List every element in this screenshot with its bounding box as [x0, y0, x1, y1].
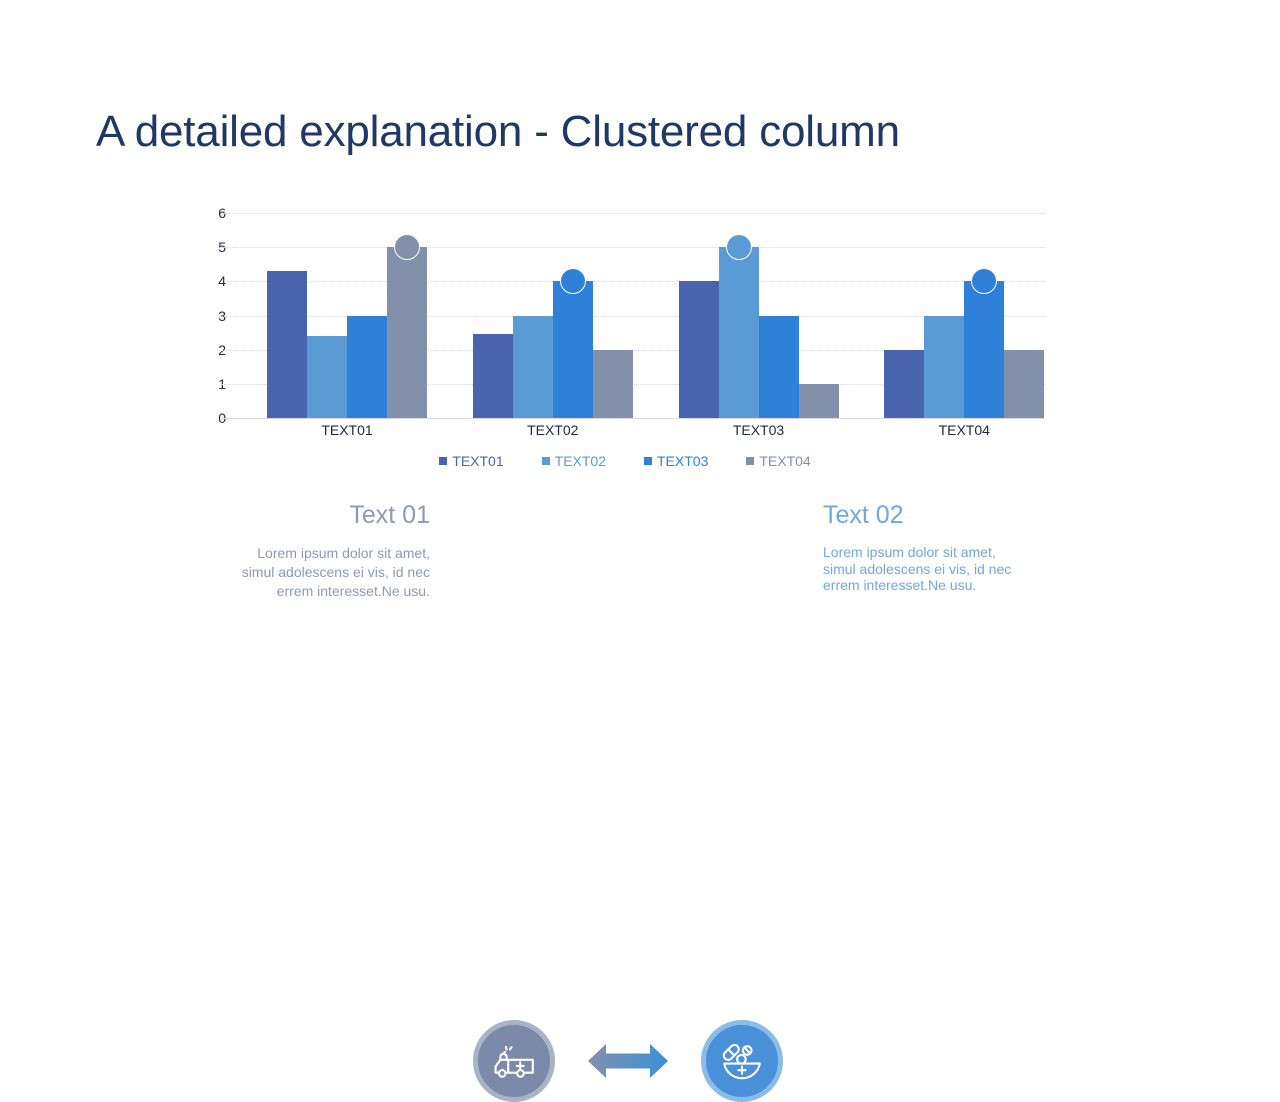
page-title: A detailed explanation - Clustered colum… — [96, 107, 900, 156]
chart-bar — [307, 336, 347, 418]
chart-bar — [472, 334, 513, 418]
legend-item[interactable]: TEXT04 — [746, 453, 811, 469]
chart-gridline — [222, 418, 1045, 419]
legend-item[interactable]: TEXT03 — [644, 453, 708, 469]
chart-data-marker — [725, 234, 752, 261]
chart-plot-area — [222, 213, 1045, 419]
double-arrow-icon — [588, 1042, 668, 1085]
legend-label: TEXT03 — [657, 453, 709, 469]
text-block-right: Text 02 Lorem ipsum dolor sit amet, simu… — [823, 500, 1013, 594]
legend-swatch-icon — [746, 457, 755, 465]
chart-bar — [512, 315, 553, 418]
ambulance-icon — [473, 1020, 555, 1102]
chart-data-marker — [971, 268, 998, 295]
text-block-left-title: Text 01 — [349, 501, 430, 529]
chart-data-marker — [394, 234, 420, 261]
chart-bar-group — [884, 213, 1045, 418]
chart-gridline — [222, 213, 1045, 214]
text-block-right-body: Lorem ipsum dolor sit amet, simul adoles… — [823, 544, 1012, 593]
chart-category-label: TEXT02 — [527, 422, 579, 438]
text-block-left: Text 01 Lorem ipsum dolor sit amet, simu… — [240, 500, 430, 601]
text-block-right-title: Text 02 — [823, 501, 904, 529]
chart-category-label: TEXT01 — [321, 422, 373, 438]
legend-label: TEXT01 — [452, 453, 504, 469]
chart-bar-group — [472, 213, 633, 418]
chart-bar — [387, 234, 427, 418]
chart-bar-group — [267, 213, 427, 418]
chart-gridline — [222, 349, 1045, 351]
chart-category-label: TEXT03 — [732, 422, 785, 438]
chart-bar — [552, 268, 593, 418]
medicine-bowl-icon — [701, 1020, 783, 1102]
chart-bar-group — [678, 213, 839, 418]
chart-bar — [798, 383, 839, 418]
chart-gridline — [222, 247, 1045, 249]
chart-bar — [758, 315, 799, 418]
chart-bar — [347, 315, 387, 418]
chart-gridline — [222, 315, 1045, 317]
chart-bar — [678, 281, 719, 418]
legend-swatch-icon — [541, 457, 550, 465]
chart-legend: TEXT01 TEXT02 TEXT03 TEXT04 — [200, 453, 1050, 469]
chart-gridline — [222, 281, 1045, 283]
chart-bar — [718, 234, 759, 418]
legend-label: TEXT02 — [554, 453, 606, 469]
chart-bar — [964, 268, 1005, 418]
chart-gridline — [222, 383, 1045, 385]
legend-item[interactable]: TEXT02 — [541, 453, 606, 469]
legend-item[interactable]: TEXT01 — [439, 453, 504, 469]
legend-swatch-icon — [644, 457, 652, 465]
legend-label: TEXT04 — [759, 453, 811, 469]
chart-bar — [1004, 349, 1045, 418]
chart-bar — [884, 349, 925, 418]
bottom-section: Text 01 Lorem ipsum dolor sit amet, simu… — [0, 500, 1280, 1102]
chart-bar — [592, 349, 633, 418]
text-block-left-body: Lorem ipsum dolor sit amet, simul adoles… — [241, 545, 430, 599]
legend-swatch-icon — [439, 457, 448, 465]
chart-bar — [924, 315, 965, 418]
chart-bar — [267, 271, 307, 418]
chart-category-label: TEXT04 — [938, 422, 990, 438]
chart-data-marker — [559, 268, 586, 295]
